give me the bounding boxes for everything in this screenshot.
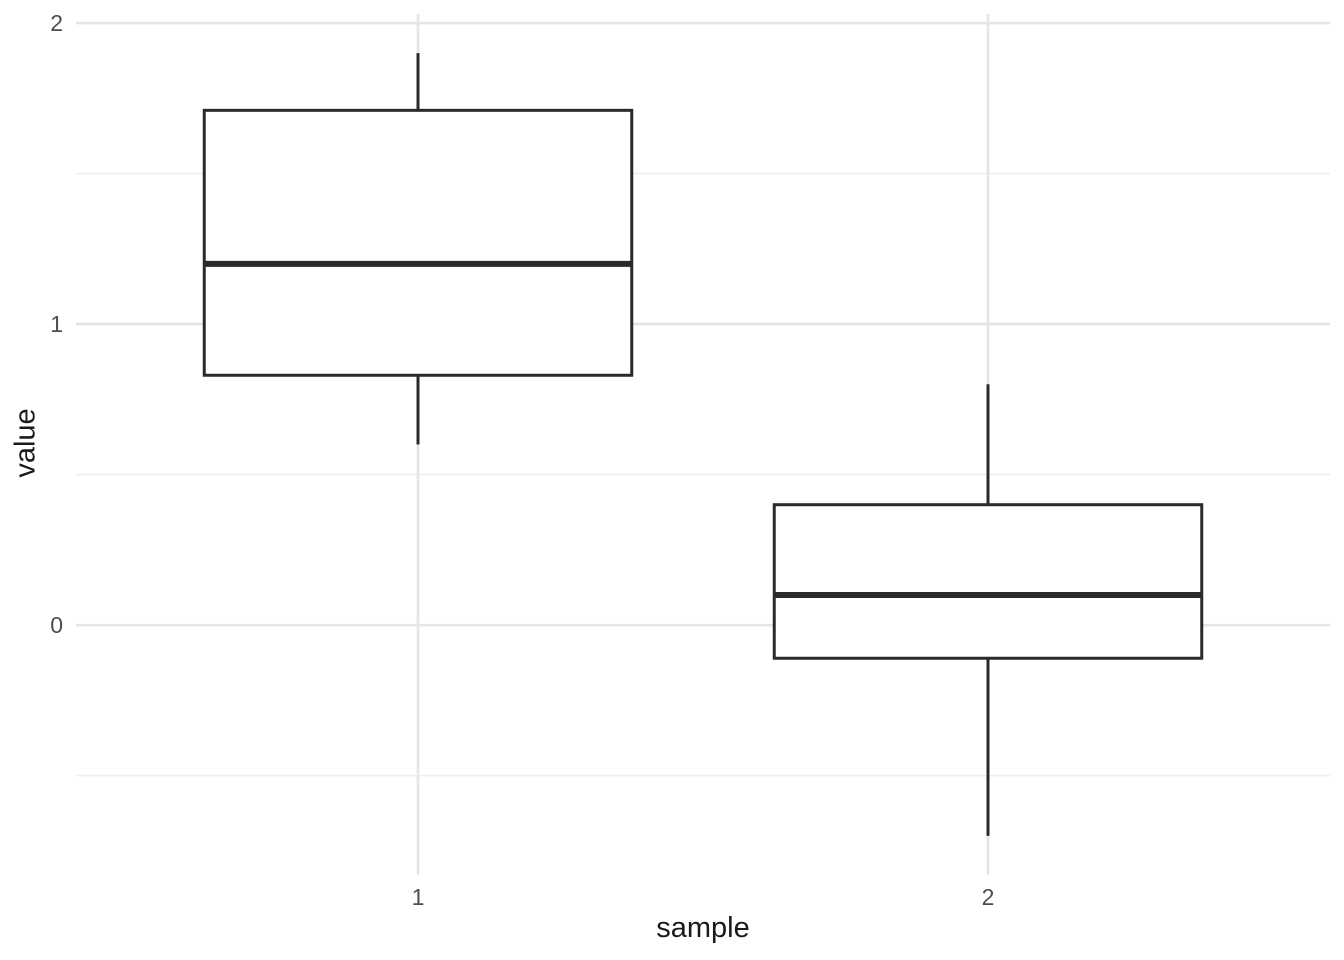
x-axis-title: sample — [656, 912, 750, 944]
boxplot-box-2 — [772, 503, 1204, 660]
y-tick-label: 1 — [50, 311, 63, 337]
y-axis-title: value — [9, 408, 42, 478]
x-tick-label: 2 — [982, 884, 995, 910]
y-tick-label: 0 — [50, 612, 63, 638]
y-tick-label: 2 — [50, 10, 63, 36]
x-tick-label: 1 — [412, 884, 425, 910]
boxplot-box-1 — [202, 108, 634, 377]
